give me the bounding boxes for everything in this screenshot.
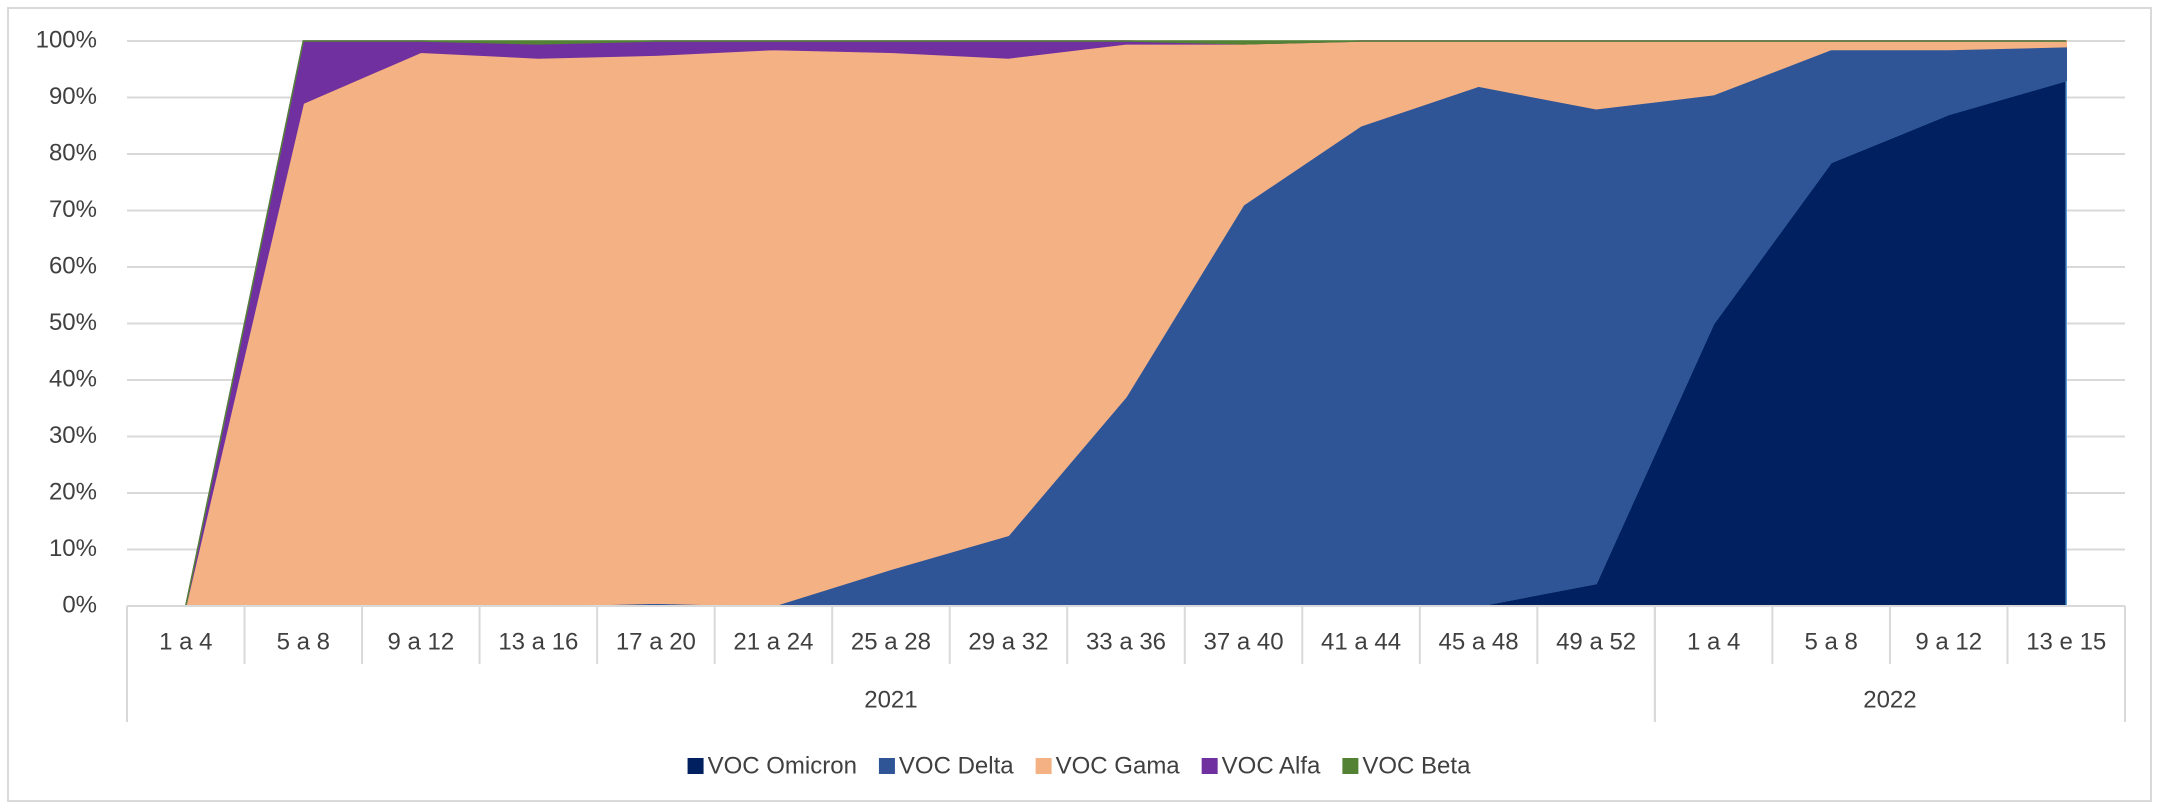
- y-tick-label: 0%: [62, 591, 97, 618]
- y-tick-label: 70%: [49, 196, 97, 223]
- area: [185, 40, 2067, 607]
- x-tick-label: 41 a 44: [1321, 628, 1401, 655]
- x-tick-label: 45 a 48: [1439, 628, 1519, 655]
- x-tick-label: 1 a 4: [159, 628, 212, 655]
- x-tick-label: 25 a 28: [851, 628, 931, 655]
- legend-swatch: [1201, 758, 1218, 774]
- y-tick-label: 10%: [49, 535, 97, 562]
- y-tick-label: 30%: [49, 422, 97, 449]
- x-tick-label: 1 a 4: [1687, 628, 1740, 655]
- x-tick-label: 9 a 12: [1915, 628, 1982, 655]
- legend-label: VOC Omicron: [708, 752, 857, 779]
- x-tick-label: 9 a 12: [387, 628, 454, 655]
- x-tick-label: 13 e 15: [2026, 628, 2106, 655]
- y-tick-label: 80%: [49, 139, 97, 166]
- x-tick-label: 13 a 16: [498, 628, 578, 655]
- y-tick-label: 60%: [49, 252, 97, 279]
- legend-label: VOC Gama: [1056, 752, 1181, 779]
- y-tick-label: 50%: [49, 309, 97, 336]
- x-tick-label: 21 a 24: [733, 628, 813, 655]
- legend-swatch: [1035, 758, 1052, 774]
- legend-label: VOC Alfa: [1222, 752, 1321, 779]
- x-tick-label: 37 a 40: [1203, 628, 1283, 655]
- x-tick-label: 17 a 20: [616, 628, 696, 655]
- x-tick-label: 5 a 8: [1804, 628, 1857, 655]
- x-tick-label: 49 a 52: [1556, 628, 1636, 655]
- legend-swatch: [687, 758, 704, 774]
- x-tick-label: 29 a 32: [968, 628, 1048, 655]
- legend-label: VOC Beta: [1362, 752, 1471, 779]
- y-tick-label: 20%: [49, 478, 97, 505]
- legend-swatch: [878, 758, 895, 774]
- x-tick-label: 33 a 36: [1086, 628, 1166, 655]
- y-tick-label: 100%: [36, 26, 97, 53]
- y-tick-label: 40%: [49, 365, 97, 392]
- legend-swatch: [1342, 758, 1359, 774]
- legend-label: VOC Delta: [899, 752, 1014, 779]
- group-label: 2022: [1863, 686, 1916, 713]
- y-tick-label: 90%: [49, 83, 97, 110]
- x-tick-label: 5 a 8: [277, 628, 330, 655]
- group-label: 2021: [864, 686, 917, 713]
